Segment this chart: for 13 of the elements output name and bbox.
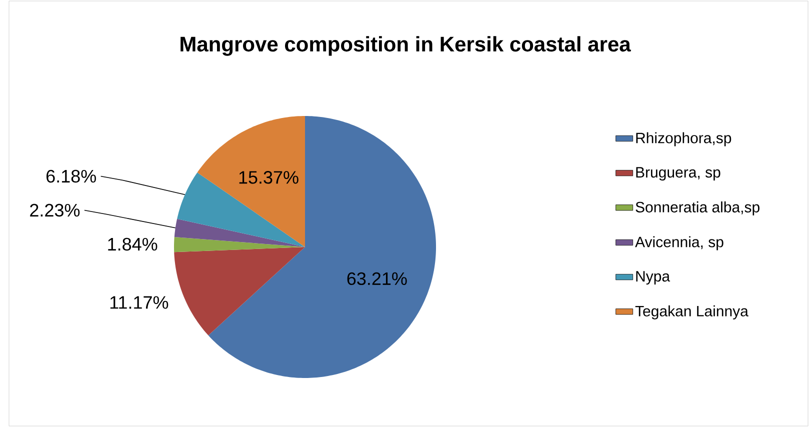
data-label: 1.84%	[108, 238, 158, 251]
legend-label: Tegakan Lainnya	[635, 305, 748, 320]
data-label: 11.17%	[110, 296, 168, 309]
data-label: 6.18%	[46, 170, 96, 183]
legend-label: Sonneratia alba,sp	[636, 201, 760, 216]
legend-label: Avicennia, sp	[635, 236, 724, 250]
data-label: 2.23%	[30, 204, 80, 217]
legend-label: Bruguera, sp	[636, 167, 720, 181]
data-label: 63.21%	[347, 272, 407, 286]
chart-title: Mangrove composition in Kersik coastal area	[180, 36, 631, 56]
data-label: 15.37%	[239, 171, 298, 184]
legend-label: Rhizophora,sp	[636, 132, 732, 146]
legend-label: Nypa	[636, 271, 670, 285]
